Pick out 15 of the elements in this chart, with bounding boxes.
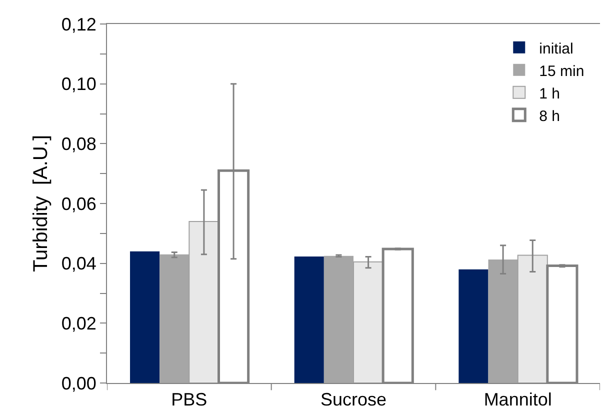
y-tick-label: 0,12 xyxy=(61,14,96,34)
legend-label: 1 h xyxy=(539,85,560,102)
y-tick-label: 0,08 xyxy=(61,134,96,154)
legend-label: 8 h xyxy=(539,108,560,125)
y-tick-label: 0,06 xyxy=(61,194,96,214)
legend-label: 15 min xyxy=(539,62,584,80)
x-tick-label: Sucrose xyxy=(320,390,387,410)
y-tick-label: 0,10 xyxy=(61,74,96,94)
legend-label: initial xyxy=(539,40,574,58)
y-tick-label: 0,04 xyxy=(61,254,96,274)
x-tick-label: Mannitol xyxy=(484,390,552,410)
y-tick-label: 0,02 xyxy=(61,313,96,334)
y-axis-title: Turbidity [A.U.] xyxy=(30,134,52,272)
x-tick-label: PBS xyxy=(171,390,208,410)
y-tick-label: 0,00 xyxy=(61,373,96,394)
